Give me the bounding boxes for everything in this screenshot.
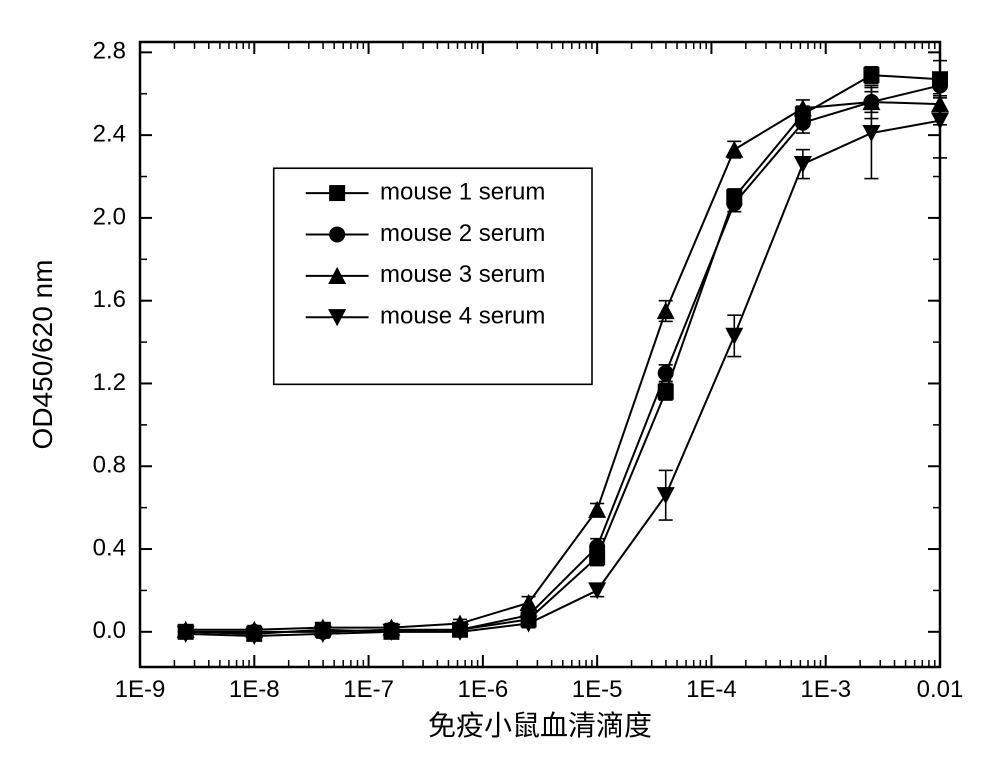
svg-text:0.4: 0.4 [93,534,126,561]
legend: mouse 1 serum mouse 2 serum mouse 3 serum m… [274,168,592,384]
y-axis-label: OD450/620 nm [27,260,58,450]
svg-text:0.01: 0.01 [917,676,964,703]
x-axis-label: 免疫小鼠血清滴度 [428,710,652,741]
svg-text:2.4: 2.4 [93,120,126,147]
svg-text:1E-5: 1E-5 [572,676,623,703]
svg-text:1E-6: 1E-6 [458,676,509,703]
svg-text:1E-7: 1E-7 [343,676,394,703]
svg-text:1.2: 1.2 [93,369,126,396]
chart-container: 0.0 0.4 0.8 1.2 1.6 2.0 2.4 2.8 1E-9 1E-8 1E-7 1E-6… [0,0,1000,768]
svg-text:1E-9: 1E-9 [115,676,166,703]
svg-text:1E-8: 1E-8 [229,676,280,703]
svg-text:2.8: 2.8 [93,38,126,65]
legend-label: mouse 3 serum [380,261,545,288]
serum-titer-chart: 0.0 0.4 0.8 1.2 1.6 2.0 2.4 2.8 1E-9 1E-8 1E-7 1E-6… [0,0,1000,768]
legend-label: mouse 4 serum [380,303,545,330]
legend-label: mouse 1 serum [380,178,545,205]
svg-text:1E-4: 1E-4 [686,676,737,703]
svg-text:0.8: 0.8 [93,452,126,479]
svg-text:1E-3: 1E-3 [800,676,851,703]
svg-text:1.6: 1.6 [93,286,126,313]
legend-label: mouse 2 serum [380,220,545,247]
svg-text:2.0: 2.0 [93,203,126,230]
svg-text:0.0: 0.0 [93,617,126,644]
